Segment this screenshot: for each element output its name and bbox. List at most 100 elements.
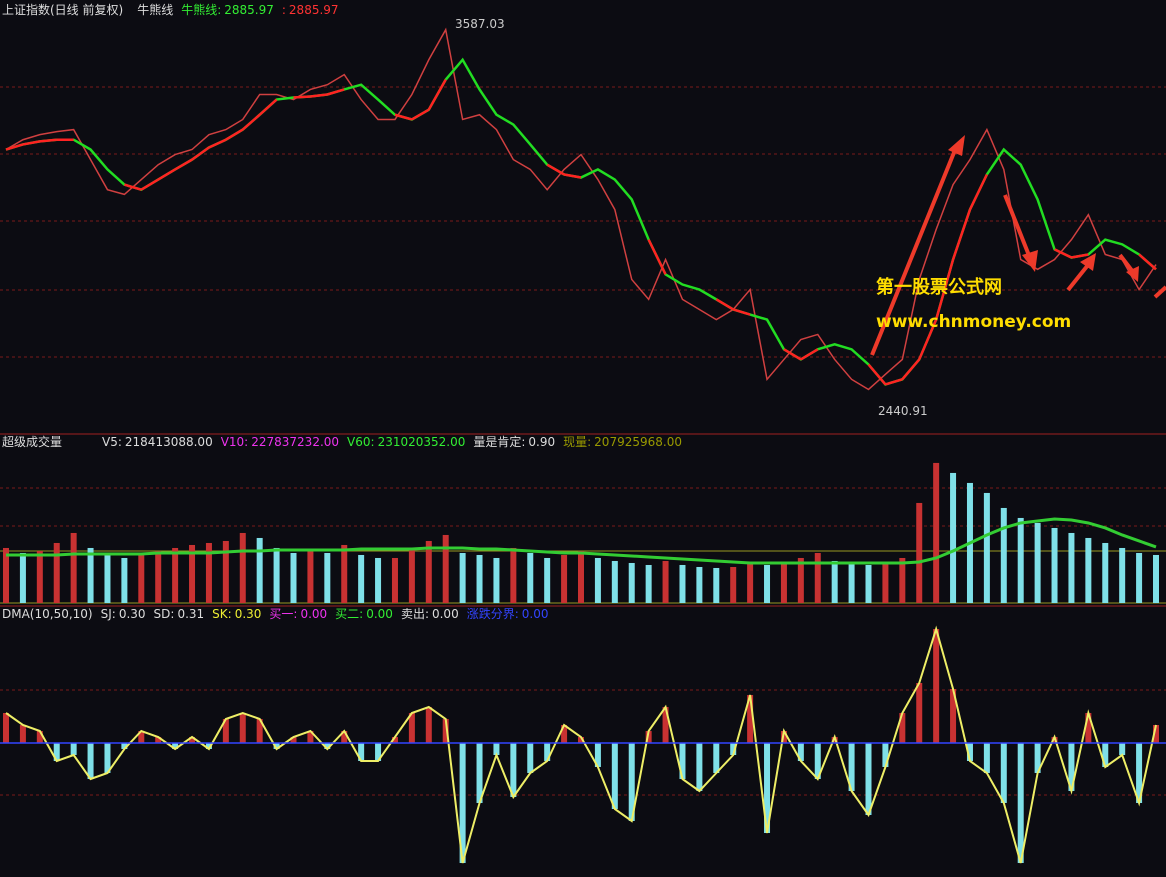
panel-header: 上证指数(日线 前复权) 牛熊线 牛熊线: 2885.97:2885.97 [2, 2, 339, 17]
dma-bar [950, 689, 957, 743]
volume-bar [983, 492, 990, 603]
dma-bar [1136, 743, 1143, 803]
dma-bar [172, 743, 179, 749]
volume-bar [527, 552, 534, 603]
arrow [1066, 263, 1090, 292]
arrow-head [1126, 266, 1139, 282]
bull-bear-up [800, 348, 819, 361]
volume-bar [1136, 552, 1143, 603]
header-value: 2885.97 [224, 3, 274, 17]
dma-bar [1119, 743, 1126, 755]
header-value: 207925968.00 [594, 435, 682, 449]
header-label: SD: [154, 607, 175, 621]
volume-bar [19, 552, 26, 603]
dma-bar [510, 743, 517, 797]
indicator-name: 牛熊线 [137, 2, 173, 17]
dma-bar [222, 719, 229, 743]
header-value: 231020352.00 [378, 435, 466, 449]
dma-bar [375, 743, 382, 761]
header-label: V10: [221, 435, 249, 449]
bull-bear-up [140, 178, 159, 191]
grid [0, 86, 1166, 796]
volume-bar [764, 564, 771, 603]
arrow-head [948, 135, 965, 156]
header-value: 0.30 [119, 607, 146, 621]
volume-bar [1000, 507, 1007, 603]
bull-bear-up [901, 358, 921, 381]
dma-bar [391, 737, 398, 743]
bull-bear-up [968, 173, 989, 211]
dma-bar [966, 743, 973, 761]
volume-bar [425, 540, 432, 603]
bull-bear-up [157, 168, 176, 181]
dma-bar [138, 731, 145, 743]
volume-bar [239, 532, 246, 603]
volume-bar [36, 550, 43, 603]
bull-bear-line [5, 57, 1157, 386]
volume-bar [391, 557, 398, 603]
bull-bear-up [208, 138, 227, 149]
bull-bear-up [563, 173, 582, 179]
volume-bar [1153, 554, 1159, 603]
volume-bar [70, 532, 77, 603]
volume-bar [882, 562, 889, 603]
header-label: 涨跌分界: [467, 606, 519, 621]
plots: 3587.03 2440.91 [0, 17, 1166, 864]
volume-bar [87, 547, 94, 603]
dma-bar [747, 695, 754, 743]
volume-bar [899, 557, 906, 603]
volume-bar [544, 557, 551, 603]
dma-bar [307, 731, 314, 743]
volume-bar [172, 547, 179, 603]
header-label: 量是肯定: [473, 434, 525, 449]
volume-bar [1068, 532, 1075, 603]
dma-bar [561, 725, 568, 743]
dma-bar [53, 743, 60, 761]
volume-bar [578, 550, 584, 603]
volume-bar [155, 550, 162, 603]
volume-bar [189, 544, 196, 603]
bull-bear-up [22, 140, 41, 146]
volume-bar [121, 557, 128, 603]
dma-bar [814, 743, 821, 779]
dma-bar [290, 737, 297, 743]
dma-bar [442, 719, 449, 743]
volume-bar [222, 540, 229, 603]
volume-bar [611, 560, 618, 603]
dma-bar [544, 743, 551, 761]
dma-bar [189, 737, 196, 743]
dma-bar [865, 743, 872, 815]
dma-bar [341, 731, 348, 743]
volume-bar [341, 544, 348, 603]
watermark: www.chnmoney.com [876, 312, 1071, 332]
dma-bar [645, 731, 652, 743]
volume-bar [1102, 542, 1109, 603]
dma-bar [476, 743, 483, 803]
bull-bear-up [39, 138, 57, 143]
arrow [1003, 194, 1032, 259]
volume-bar [730, 566, 737, 603]
volume-bar [375, 557, 382, 603]
dma-bar [594, 743, 601, 767]
dma-bar [1034, 743, 1041, 773]
bull-bear-up [715, 298, 734, 311]
bull-bear-up [258, 98, 278, 116]
dma-bar [764, 743, 771, 833]
panel-header: DMA(10,50,10) SJ: 0.30 SD: 0.31 SK: 0.30 买一: 0.0… [2, 606, 548, 621]
dma-bar [730, 743, 737, 755]
volume-bar [290, 552, 297, 603]
volume-bar [493, 557, 500, 603]
volume-bar [713, 567, 720, 603]
header-value: 0.31 [177, 607, 204, 621]
volume-bar [1051, 527, 1058, 603]
volume-bar [933, 462, 940, 603]
bull-bear-up [885, 378, 903, 386]
dma-bar [679, 743, 686, 779]
bull-bear-up [394, 113, 413, 121]
header-label: 现量: [563, 435, 591, 449]
volume-bar [865, 564, 872, 603]
volume-bar [358, 554, 365, 603]
dma-bar [408, 713, 415, 743]
dma-bar [324, 743, 331, 749]
volume-bar [628, 562, 635, 603]
